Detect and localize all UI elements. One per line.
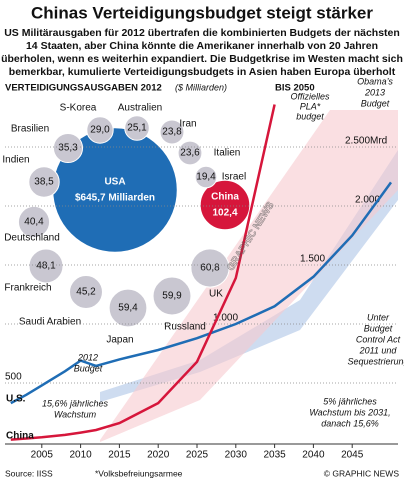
- bubble: [52, 132, 84, 164]
- china-band: [100, 110, 398, 442]
- value-label: 59,4: [118, 303, 138, 314]
- value-label: 45,2: [76, 287, 96, 298]
- bubble: [199, 179, 251, 231]
- line-title: BIS 2050: [275, 83, 315, 94]
- bubble: [124, 115, 150, 141]
- bubble: [28, 248, 64, 284]
- us-band: [100, 150, 398, 402]
- annotation: Wachstum bis 2031,: [309, 407, 390, 417]
- category-label: S-Korea: [60, 103, 97, 114]
- annotation: budget: [296, 111, 324, 121]
- source: Source: IISS: [5, 468, 53, 478]
- annotation: 15,6% jährliches: [42, 398, 109, 408]
- category-label: Saudi Arabien: [19, 317, 81, 328]
- x-tick-label: 2020: [147, 450, 170, 461]
- legend-label: U.S.: [6, 394, 26, 405]
- value-label: 38,5: [34, 177, 54, 188]
- bubble: [86, 116, 114, 144]
- annotation: danach 15,6%: [321, 418, 379, 428]
- y-tick-label: 1.000: [213, 313, 238, 324]
- annotation: 2011 und: [359, 345, 398, 355]
- bubble: [152, 276, 192, 316]
- annotation: Budget: [364, 323, 393, 333]
- category-label: China: [211, 192, 239, 203]
- credit: © GRAPHIC NEWS: [324, 468, 400, 478]
- bubble-title: VERTEIDIGUNGSAUSGABEN 2012: [5, 83, 162, 94]
- value-label: 19,4: [196, 172, 216, 183]
- value-label: 25,1: [127, 123, 147, 134]
- x-tick-label: 2045: [341, 450, 364, 461]
- title: Chinas Verteidigungsbudget steigt stärke…: [31, 3, 373, 22]
- y-tick-label: 500: [5, 372, 22, 383]
- annotation: Sequestrierung: [347, 356, 404, 366]
- value-label: 35,3: [58, 143, 78, 154]
- annotation: Control Act: [356, 334, 401, 344]
- category-label: UK: [209, 289, 223, 300]
- bubble: [69, 275, 103, 309]
- annotation: 2013: [364, 87, 385, 97]
- bubble: [177, 140, 203, 166]
- value-label: 23,8: [162, 127, 182, 138]
- x-tick-label: 2035: [263, 450, 286, 461]
- bubble: [17, 205, 51, 239]
- category-label: Indien: [2, 155, 29, 166]
- category-label: Iran: [179, 119, 196, 130]
- bubble: [108, 288, 148, 328]
- plot: $645,7 Milliarden USA 102,4 China 29,0 S-Kore…: [2, 76, 404, 460]
- x-tick-label: 2005: [31, 450, 54, 461]
- y-tick-label: 1.500: [300, 254, 325, 265]
- x-tick-label: 2010: [69, 450, 92, 461]
- x-tick-label: 2025: [186, 450, 209, 461]
- annotation: PLA*: [300, 101, 321, 111]
- value-label: 102,4: [212, 208, 237, 219]
- bubble: [190, 248, 230, 288]
- value-label: 48,1: [36, 261, 56, 272]
- value-label: 29,0: [90, 125, 110, 136]
- value-label: 59,9: [162, 291, 182, 302]
- series-line: [10, 104, 276, 441]
- y-tick-label: 2.500Mrd: [345, 136, 387, 147]
- annotation: Budget: [74, 363, 103, 373]
- x-tick-label: 2015: [108, 450, 131, 461]
- annotation: 2012: [77, 352, 98, 362]
- annotation: Obama’s: [357, 76, 393, 86]
- category-label: Brasilien: [11, 124, 49, 135]
- annotation: Wachstum: [54, 409, 97, 419]
- x-tick-label: 2030: [225, 450, 248, 461]
- series-line: [10, 181, 393, 405]
- annotation: Unter: [367, 312, 390, 322]
- subtitle: überholen, wenn es weiterhin expandiert.…: [1, 53, 403, 65]
- category-label: Frankreich: [4, 283, 51, 294]
- y-tick-label: 2.000: [355, 195, 380, 206]
- annotation: Budget: [361, 98, 390, 108]
- x-tick-label: 2040: [302, 450, 325, 461]
- footnote: *Volksbefreiungsarmee: [95, 468, 183, 478]
- category-label: Australien: [118, 103, 162, 114]
- category-label: Japan: [106, 335, 133, 346]
- subtitle: bemerkbar, kumulierte Verteidigungsbudge…: [9, 66, 396, 78]
- category-label: Russland: [164, 322, 206, 333]
- category-label: Israel: [222, 172, 246, 183]
- value-label: $645,7 Milliarden: [75, 193, 155, 204]
- annotation: 5% jährliches: [323, 396, 377, 406]
- value-label: 23,6: [180, 148, 200, 159]
- bubble: [194, 165, 218, 189]
- bubble: [159, 119, 185, 145]
- category-label: Italien: [214, 148, 241, 159]
- subtitle: 14 Staaten, aber China könnte die Amerik…: [26, 40, 378, 52]
- value-label: 40,4: [24, 217, 44, 228]
- value-label: 60,8: [200, 263, 220, 274]
- subtitle: US Militärausgaben für 2012 übertrafen d…: [4, 27, 400, 39]
- legend-label: China: [6, 431, 34, 442]
- category-label: Deutschland: [4, 233, 60, 244]
- bubble-unit: ($ Milliarden): [175, 82, 227, 92]
- annotation: Offizielles: [290, 91, 330, 101]
- category-label: USA: [104, 177, 125, 188]
- bubble: [28, 166, 60, 198]
